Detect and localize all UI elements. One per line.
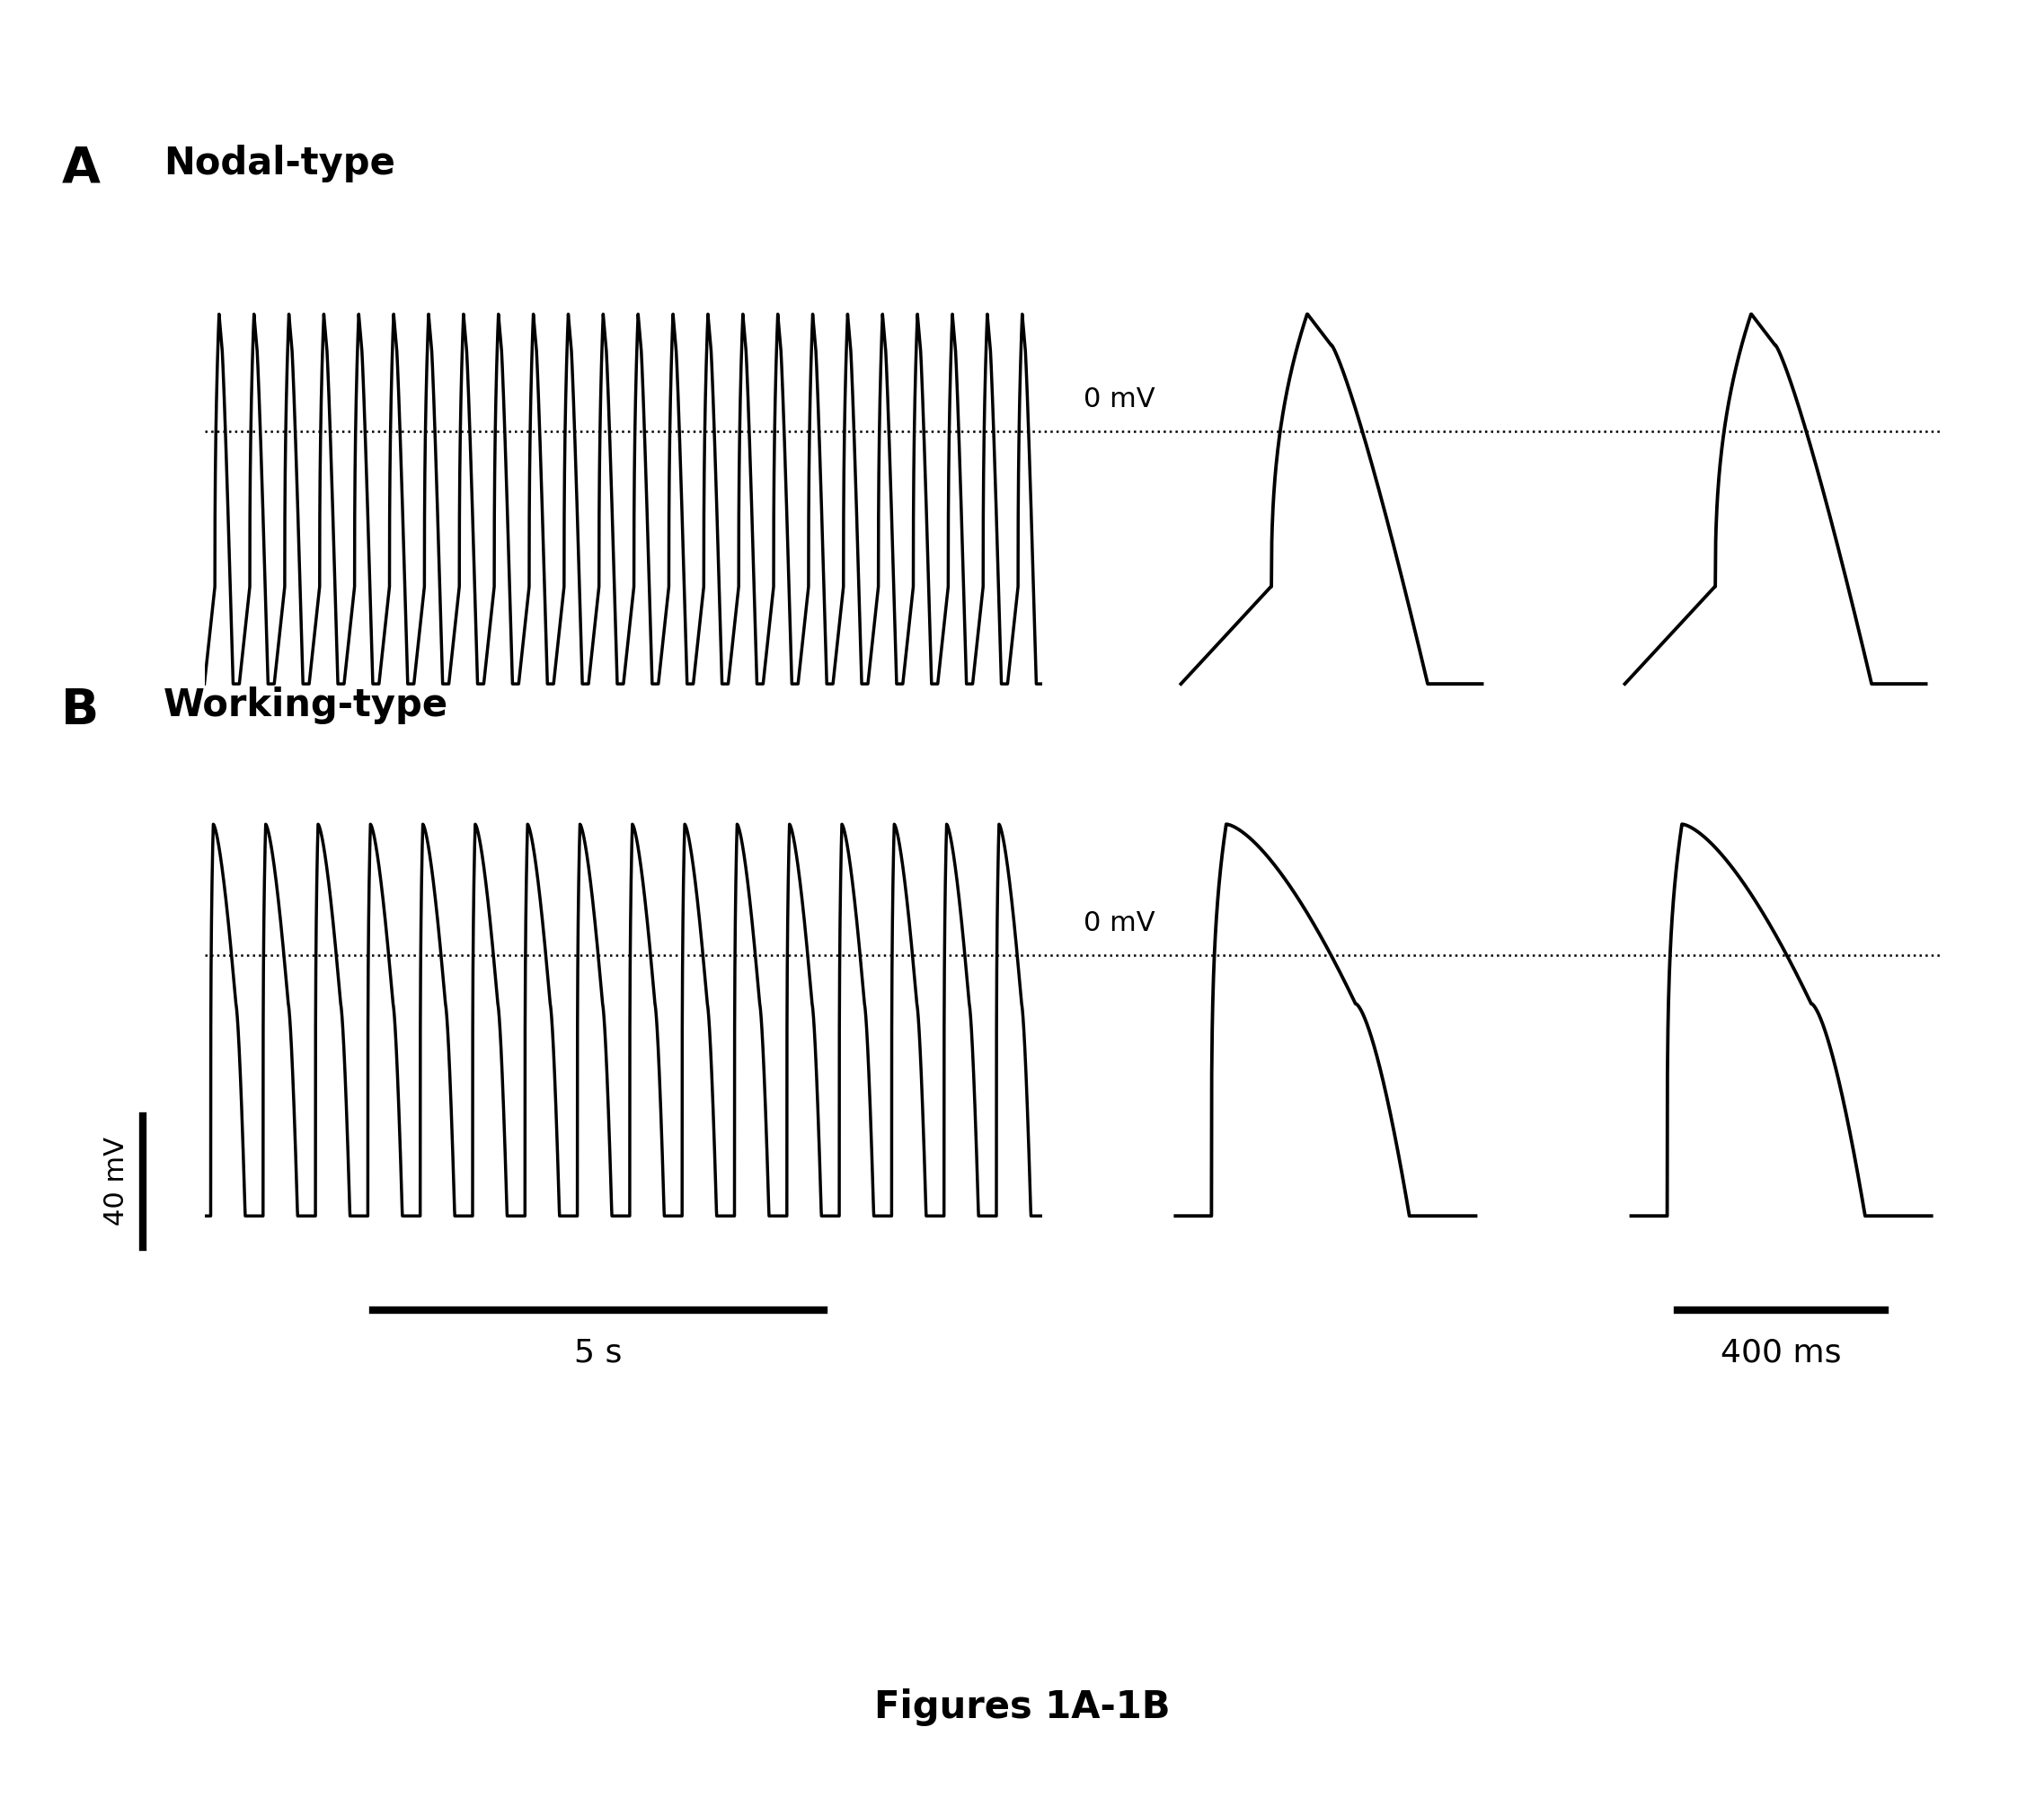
Text: Figures 1A-1B: Figures 1A-1B bbox=[875, 1690, 1169, 1726]
Text: Working-type: Working-type bbox=[164, 687, 448, 725]
Text: A: A bbox=[61, 145, 100, 193]
Text: 400 ms: 400 ms bbox=[1721, 1337, 1842, 1368]
Text: 5 s: 5 s bbox=[574, 1337, 621, 1368]
Text: Nodal-type: Nodal-type bbox=[164, 145, 394, 183]
Text: 0 mV: 0 mV bbox=[1083, 387, 1155, 412]
Text: B: B bbox=[61, 687, 100, 735]
Text: 0 mV: 0 mV bbox=[1083, 911, 1155, 936]
Text: 40 mV: 40 mV bbox=[104, 1137, 129, 1225]
